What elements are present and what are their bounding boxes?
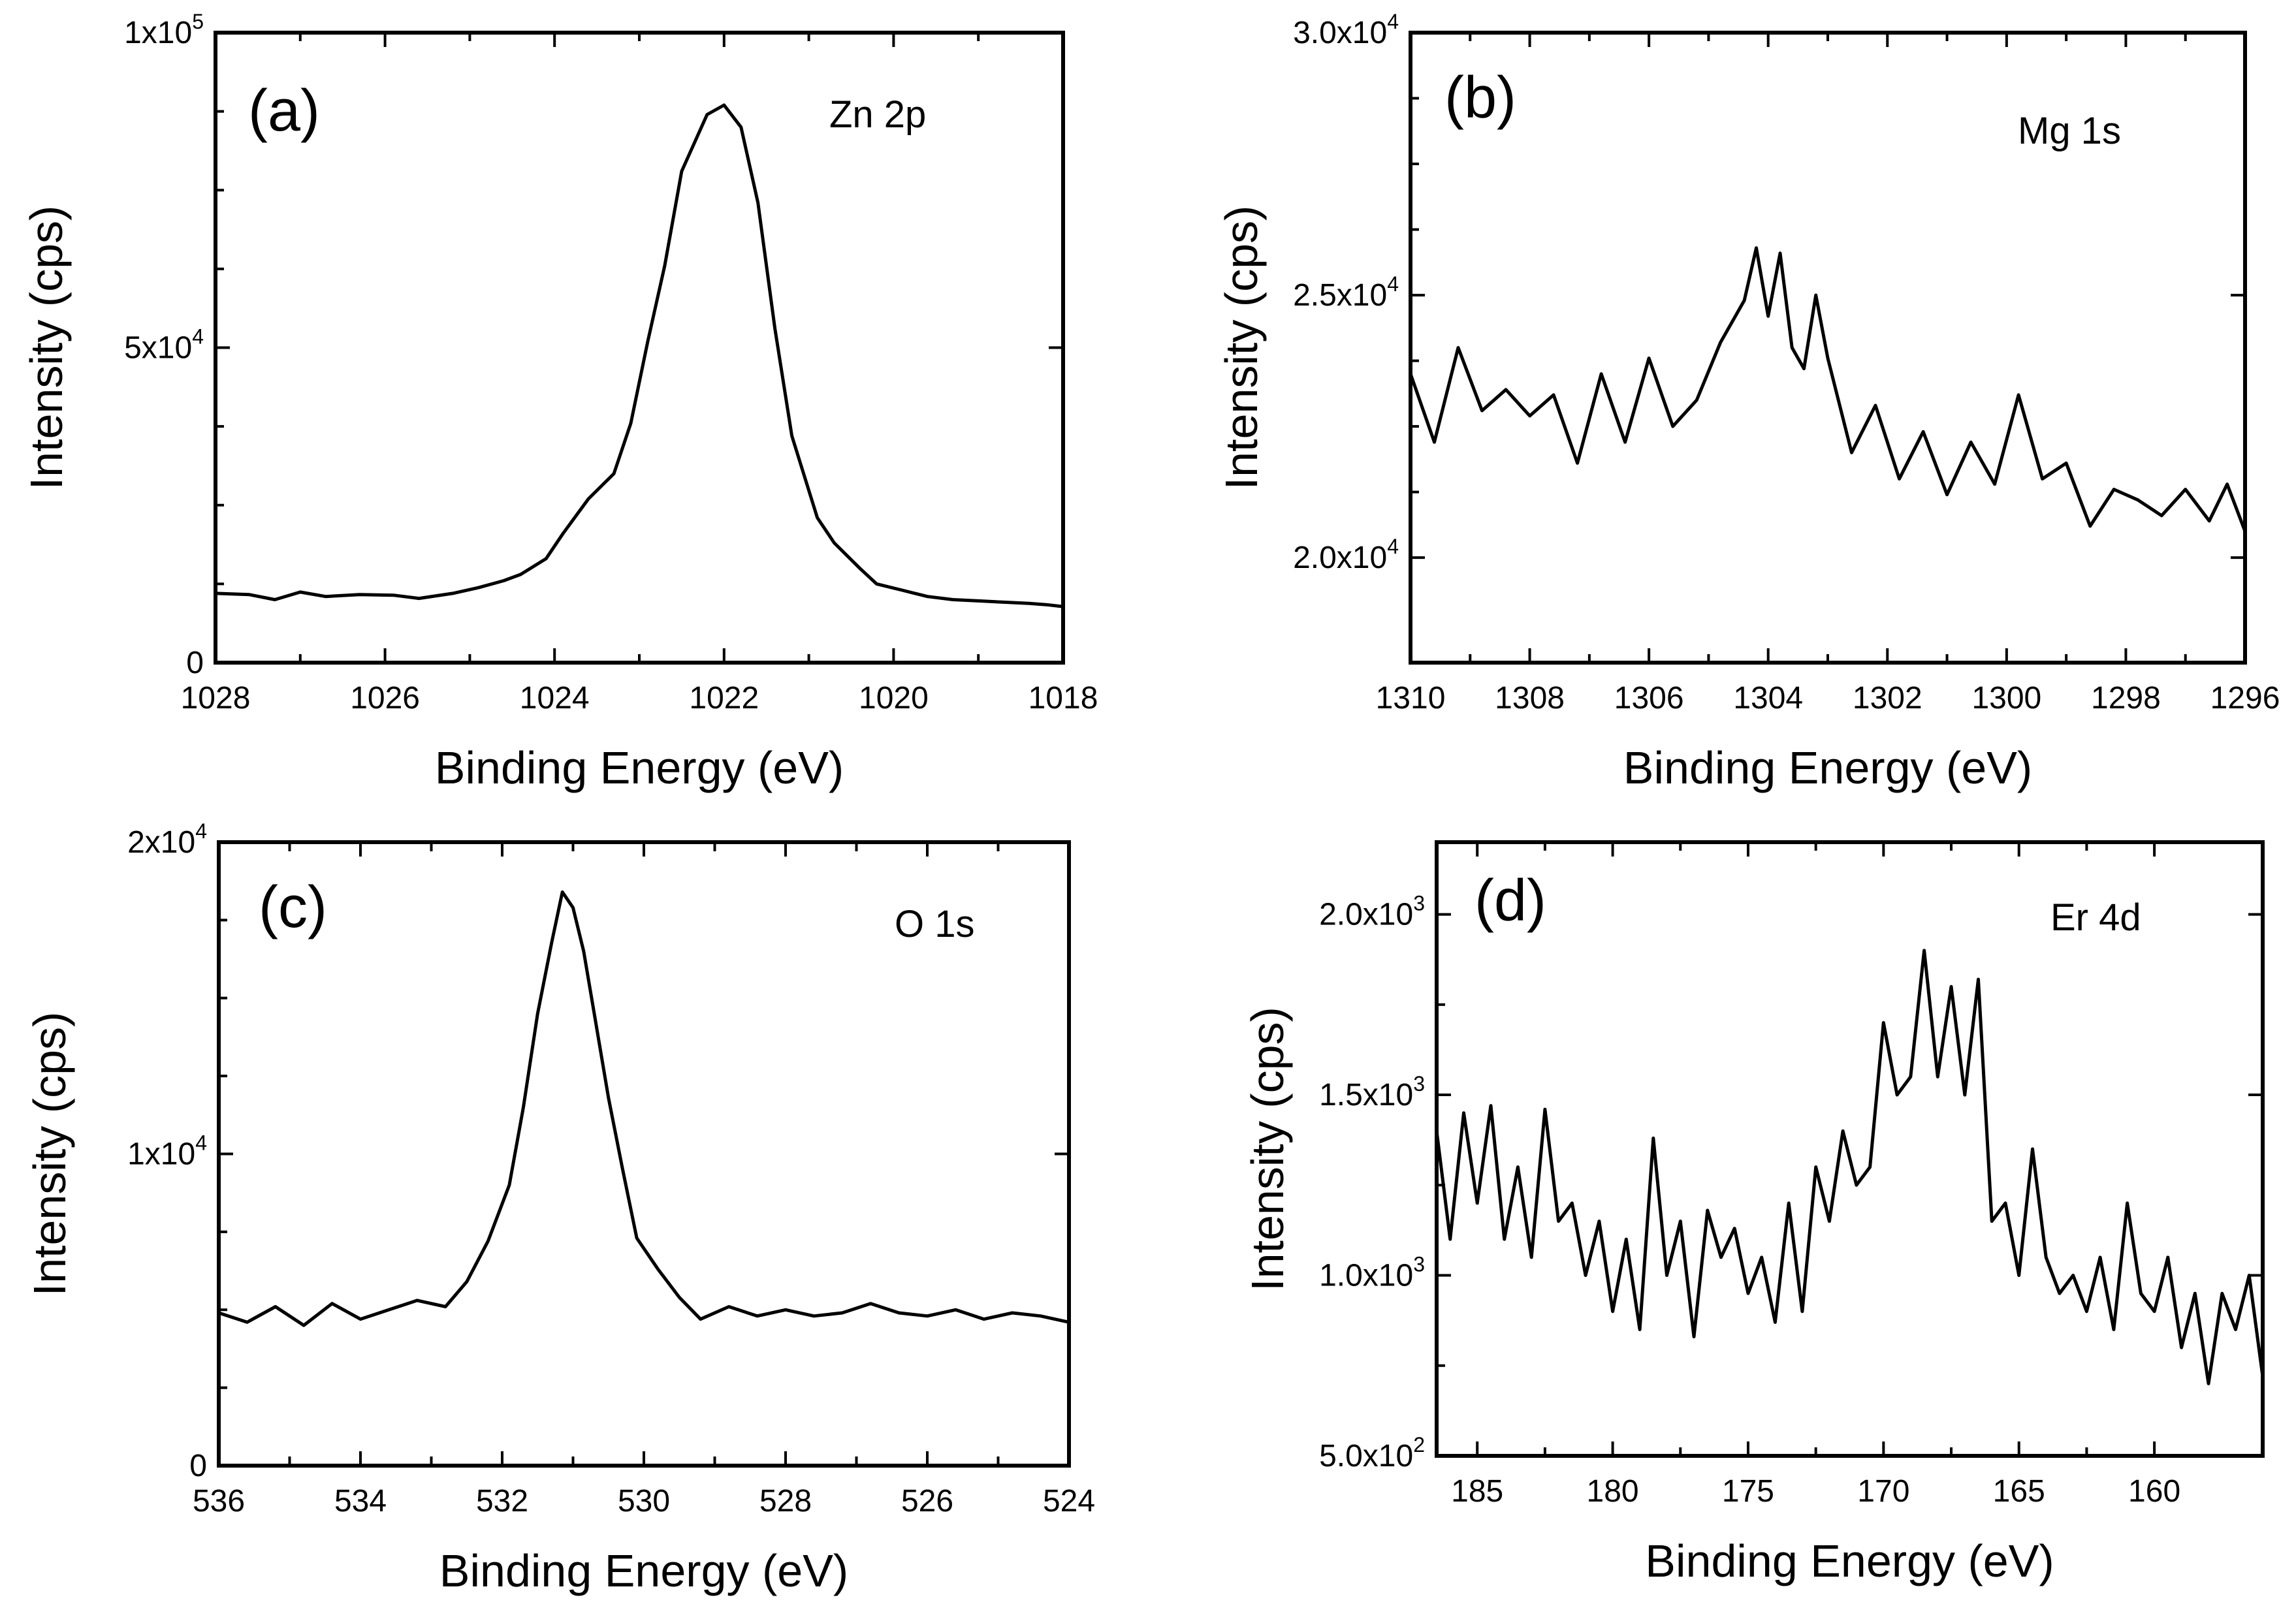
panel-a-y-tick-label: 0 <box>186 646 204 680</box>
panel-c-x-tick-label: 526 <box>901 1484 953 1519</box>
panel-a-x-tick-label: 1020 <box>859 681 929 716</box>
panel-a-x-tick-label: 1022 <box>689 681 759 716</box>
panel-c-y-axis-label: Intensity (cps) <box>24 1012 75 1297</box>
panel-a-plot-frame <box>214 31 1065 665</box>
panel-d-x-tick-label: 165 <box>1993 1474 2045 1509</box>
panel-d-y-tick-label: 2.0x103 <box>1319 892 1425 932</box>
panel-a-x-tick-label: 1026 <box>350 681 420 716</box>
panel-a-x-tick-label: 1024 <box>520 681 590 716</box>
panel-d-y-tick-label: 5.0x102 <box>1319 1433 1425 1473</box>
panel-a-y-axis-label: Intensity (cps) <box>21 206 72 490</box>
panel-d-x-tick-label: 185 <box>1451 1474 1503 1509</box>
panel-d-letter: (d) <box>1475 868 1546 934</box>
panel-a-y-tick-label: 5x104 <box>124 325 204 366</box>
panel-a-series-line <box>215 103 1064 608</box>
panel-c-annotation: O 1s <box>895 903 975 945</box>
panel-b-x-tick-label: 1302 <box>1853 681 1922 716</box>
panel-b-y-tick-label: 2.0x104 <box>1293 535 1399 575</box>
panel-b-x-tick-label: 1310 <box>1376 681 1446 716</box>
panel-c-x-tick-label: 524 <box>1043 1484 1095 1519</box>
panel-b-x-tick-label: 1298 <box>2091 681 2161 716</box>
panel-c-x-tick-label: 528 <box>759 1484 812 1519</box>
panel-d-x-tick-label: 170 <box>1857 1474 1909 1509</box>
panel-b-x-axis-label: Binding Energy (eV) <box>1623 742 2032 793</box>
panel-d: 185 180 175 170 165 160 5.0x102 1.0x103 1.5x103 2… <box>1242 840 2265 1586</box>
panel-b-x-tick-label: 1308 <box>1495 681 1565 716</box>
panel-b-x-tick-label: 1300 <box>1971 681 2041 716</box>
panel-b-x-tick-label: 1304 <box>1733 681 1803 716</box>
panel-c-y-tick-label: 0 <box>189 1449 207 1483</box>
panel-b-x-tick-label: 1306 <box>1614 681 1684 716</box>
panel-d-y-tick-label: 1.0x103 <box>1319 1253 1425 1293</box>
panel-b-x-tick-label: 1296 <box>2210 681 2280 716</box>
panel-b-y-tick-label: 3.0x104 <box>1293 10 1399 50</box>
panel-a-x-tick-label: 1018 <box>1028 681 1098 716</box>
panel-d-annotation: Er 4d <box>2050 896 2141 939</box>
panel-b-series-line <box>1409 246 2247 532</box>
panel-c-y-tick-label: 2x104 <box>127 819 207 860</box>
panel-d-x-axis-label: Binding Energy (eV) <box>1645 1535 2054 1586</box>
panel-d-x-tick-label: 160 <box>2128 1474 2180 1509</box>
panel-d-plot-frame <box>1435 840 2265 1458</box>
panel-a: 1028 1026 1024 1022 1020 1018 0 5x104 1x105 Bindi… <box>21 10 1098 793</box>
panel-c-y-tick-label: 1x104 <box>127 1131 207 1172</box>
panel-d-y-axis-label: Intensity (cps) <box>1242 1007 1293 1291</box>
panel-b-y-tick-label: 2.5x104 <box>1293 272 1399 313</box>
panel-d-x-tick-label: 175 <box>1722 1474 1774 1509</box>
panel-b-letter: (b) <box>1444 65 1516 131</box>
panel-c-x-tick-label: 532 <box>476 1484 528 1519</box>
panel-c: 536 534 532 530 528 526 524 0 1x104 2x104 Binding … <box>24 819 1095 1596</box>
panel-d-series-line <box>1435 949 2265 1385</box>
panel-c-letter: (c) <box>259 875 327 940</box>
panel-c-x-tick-label: 530 <box>618 1484 670 1519</box>
panel-b-annotation: Mg 1s <box>2018 110 2121 152</box>
panel-c-x-tick-label: 536 <box>193 1484 245 1519</box>
panel-a-y-tick-label: 1x105 <box>124 10 204 50</box>
panel-c-x-tick-label: 534 <box>334 1484 387 1519</box>
panel-a-x-axis-label: Binding Energy (eV) <box>435 742 844 793</box>
panel-a-x-tick-label: 1028 <box>181 681 251 716</box>
panel-d-y-tick-label: 1.5x103 <box>1319 1072 1425 1112</box>
panel-a-annotation: Zn 2p <box>829 93 926 136</box>
panel-d-x-tick-label: 180 <box>1587 1474 1639 1509</box>
panel-b: 1310 1308 1306 1304 1302 1300 1298 1296 2.0x104 2… <box>1216 10 2280 793</box>
panel-c-series-line <box>218 890 1070 1327</box>
panel-b-y-axis-label: Intensity (cps) <box>1216 206 1267 490</box>
panel-c-x-axis-label: Binding Energy (eV) <box>439 1545 848 1596</box>
panel-a-letter: (a) <box>248 78 320 144</box>
